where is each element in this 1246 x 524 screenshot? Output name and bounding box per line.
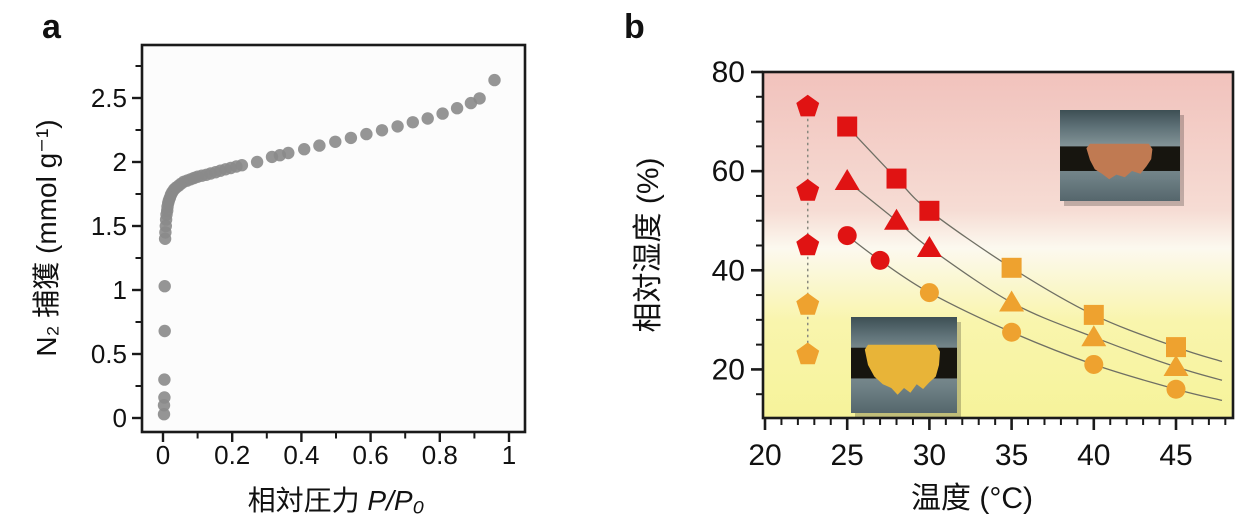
n2-uptake-data-point — [450, 102, 464, 115]
powder-sample-blob — [864, 344, 940, 395]
x-axis-tick-label: 0 — [156, 440, 170, 470]
inset-photo-yellow-powder — [851, 317, 961, 418]
n2-uptake-data-point — [421, 112, 434, 125]
n2-uptake-data-point — [298, 143, 311, 156]
x-axis-tick-label: 0.6 — [353, 440, 389, 470]
n2-uptake-data-point — [235, 159, 249, 172]
n2-uptake-data-point — [488, 73, 501, 87]
panel-a-xlabel-variable: P/P₀ — [367, 485, 424, 516]
marker-pentagon — [796, 179, 820, 201]
marker-square — [1166, 337, 1186, 358]
n2-uptake-data-point — [473, 92, 486, 105]
panel-a-ylabel: N₂ 捕獲 (mmol g⁻¹) — [31, 119, 62, 356]
marker-triangle — [1163, 354, 1189, 376]
y-axis-tick-label: 60 — [712, 155, 745, 188]
marker-triangle — [999, 290, 1025, 312]
x-axis-tick-label: 35 — [995, 439, 1028, 472]
n2-uptake-data-point — [157, 408, 171, 421]
n2-uptake-data-point — [344, 131, 358, 145]
panel-b-frame — [761, 70, 1235, 420]
panel-a-chart: 0 0.2 0.4 0.6 0.8 1 0 0.5 1 1.5 2 2.5 a 相対圧力 P/P₀ N… — [31, 8, 527, 516]
x-axis-tick-label: 40 — [1077, 439, 1110, 472]
y-axis-tick-label: 0.5 — [91, 339, 127, 369]
n2-uptake-data-point — [313, 139, 326, 152]
y-axis-tick-label: 2 — [113, 147, 127, 177]
marker-square — [919, 200, 940, 221]
marker-pentagon — [796, 342, 820, 365]
marker-pentagon — [796, 293, 820, 315]
n2-uptake-data-point — [406, 116, 419, 129]
panel-b-xlabel: 温度 (°C) — [911, 482, 1033, 515]
panel-b-chart: 20 25 30 35 40 45 20 40 60 80 b 温度 (°C) 相対湿度 (%) — [624, 8, 1235, 515]
n2-uptake-data-point — [282, 146, 295, 160]
marker-circle — [919, 283, 939, 303]
panel-b-letter: b — [624, 8, 645, 46]
panel-a-letter: a — [42, 8, 62, 46]
y-axis-tick-label: 1 — [113, 275, 127, 305]
marker-square — [1001, 257, 1022, 278]
panel-a-xlabel: 相対圧力 P/P₀ — [248, 485, 425, 516]
marker-circle — [1166, 379, 1186, 399]
marker-triangle — [834, 169, 860, 191]
panel-b-plot: 20 25 30 35 40 45 20 40 60 80 — [712, 56, 1235, 472]
x-axis-tick-label: 0.2 — [214, 440, 250, 470]
marker-square — [1083, 304, 1104, 325]
marker-circle — [837, 226, 857, 246]
x-axis-tick-label: 1 — [502, 440, 516, 470]
marker-pentagon — [796, 94, 820, 117]
n2-uptake-data-point — [391, 120, 404, 133]
x-axis-tick-label: 30 — [913, 439, 946, 472]
marker-square — [837, 116, 858, 137]
marker-circle — [870, 250, 890, 270]
marker-triangle — [1081, 325, 1107, 347]
n2-uptake-data-point — [375, 124, 389, 137]
n2-uptake-data-point — [329, 135, 342, 148]
n2-uptake-data-point — [158, 324, 171, 338]
n2-uptake-data-point — [360, 127, 373, 141]
marker-square — [886, 168, 907, 189]
y-axis-tick-label: 20 — [712, 353, 745, 386]
inset-photo-orange-powder — [1060, 110, 1184, 206]
x-axis-tick-label: 0.8 — [422, 440, 458, 470]
marker-circle — [1084, 354, 1104, 374]
x-axis-tick-label: 0.4 — [283, 440, 319, 470]
x-axis-tick-label: 20 — [748, 439, 781, 472]
x-axis-tick-label: 25 — [831, 439, 864, 472]
panel-b-ylabel: 相対湿度 (%) — [632, 158, 665, 333]
marker-triangle — [916, 235, 942, 257]
panel-a-plot: 0 0.2 0.4 0.6 0.8 1 0 0.5 1 1.5 2 2.5 — [91, 43, 527, 470]
y-axis-tick-label: 2.5 — [91, 83, 127, 113]
n2-uptake-data-point — [158, 373, 171, 386]
y-axis-tick-label: 80 — [712, 56, 745, 89]
y-axis-tick-label: 1.5 — [91, 211, 127, 241]
y-axis-tick-label: 0 — [113, 403, 127, 433]
powder-sample-blob — [1086, 143, 1153, 180]
marker-triangle — [884, 208, 910, 230]
marker-pentagon — [796, 233, 820, 256]
panel-a-frame — [140, 43, 527, 434]
n2-uptake-data-point — [158, 391, 171, 404]
marker-circle — [1002, 322, 1022, 342]
n2-uptake-data-point — [436, 107, 449, 120]
panel-a-xlabel-text: 相対圧力 — [248, 485, 368, 516]
n2-uptake-data-point — [250, 155, 264, 169]
x-axis-tick-label: 45 — [1159, 439, 1192, 472]
y-axis-tick-label: 40 — [712, 254, 745, 287]
n2-uptake-data-point — [158, 280, 171, 293]
